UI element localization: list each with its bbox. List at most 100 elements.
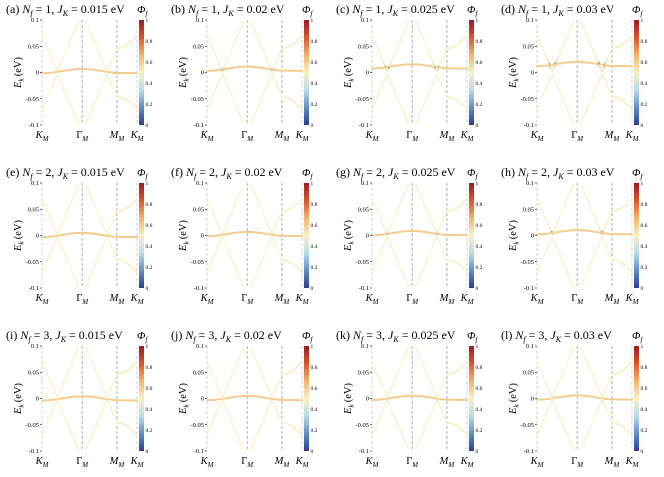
band-point [114, 50, 117, 53]
band-point [68, 264, 71, 267]
band-point [374, 42, 377, 45]
band-point [371, 434, 373, 437]
colorbar-tick-label: 0.4 [146, 407, 153, 413]
band-point [266, 385, 269, 388]
band-point [422, 268, 424, 271]
band-point [110, 245, 113, 248]
band-point [104, 228, 107, 231]
y-tick-label: -0.1 [194, 285, 204, 292]
band-point [537, 201, 540, 204]
band-point [399, 429, 402, 432]
colorbar-tick-label: 0.6 [146, 60, 153, 66]
band-point [226, 220, 229, 223]
band-point [589, 43, 592, 46]
band-point [48, 90, 51, 93]
band-point [254, 274, 257, 277]
band-point [436, 237, 439, 239]
band-point [273, 391, 276, 393]
band-point [206, 199, 209, 202]
band-point [393, 89, 396, 92]
band-point [263, 415, 266, 418]
band-point [224, 63, 227, 66]
band-point [111, 221, 113, 224]
band-point [235, 105, 238, 108]
band-point [551, 236, 554, 239]
band-point [45, 261, 48, 264]
band-point [383, 406, 386, 408]
band-point [96, 95, 99, 98]
band-point [390, 61, 392, 64]
band-point [209, 205, 212, 208]
band-point [237, 435, 240, 438]
band-point [387, 68, 390, 70]
band-point [54, 230, 57, 233]
band-point [609, 213, 612, 216]
band-point [103, 226, 106, 229]
band-point [383, 243, 386, 245]
band-point [252, 190, 255, 193]
band-point [209, 263, 212, 266]
band-point [606, 221, 608, 224]
band-point [66, 95, 68, 98]
band-point [76, 283, 79, 285]
band-point [592, 93, 595, 96]
band-point [429, 250, 432, 253]
band-point [400, 363, 403, 366]
band-point [594, 55, 597, 58]
band-point [221, 73, 224, 76]
band-point [263, 89, 266, 92]
band-point [99, 218, 102, 221]
band-point [276, 84, 278, 87]
band-point [88, 192, 91, 195]
band-point [604, 80, 607, 83]
band-point [47, 94, 49, 97]
band-point [567, 196, 570, 199]
band-point [407, 184, 410, 186]
band-point [377, 211, 379, 214]
band-point [591, 258, 594, 261]
band-point [69, 39, 72, 42]
band-point [95, 45, 98, 48]
band-point [209, 42, 212, 45]
band-point [386, 69, 389, 72]
colorbar-label: Φf [467, 167, 478, 181]
colorbar-tick-label: 0.8 [476, 202, 483, 208]
band-point [276, 384, 278, 387]
band-point [96, 258, 99, 261]
band-point [382, 224, 385, 226]
band-point [222, 401, 225, 404]
band-point [373, 203, 376, 206]
band-point [45, 98, 48, 101]
band-point [72, 435, 75, 438]
band-point [432, 61, 435, 64]
band-point [276, 249, 279, 252]
band-point [212, 420, 214, 423]
band-point [102, 387, 105, 390]
band-point [580, 283, 583, 285]
band-point [46, 96, 49, 99]
band-point [543, 90, 546, 93]
band-point [559, 51, 562, 54]
band-point [41, 434, 43, 437]
band-point [44, 205, 47, 208]
y-tick-label: -0.05 [25, 422, 39, 429]
band-point [70, 200, 73, 203]
panel-title: (j) Nf = 3, JK = 0.02 eV [171, 328, 282, 344]
band-point [371, 34, 373, 37]
band-point [106, 232, 109, 234]
band-point [209, 368, 212, 371]
band-point [252, 353, 255, 356]
band-point [441, 382, 444, 385]
band-point [206, 434, 208, 437]
band-point [417, 353, 420, 356]
band-point [607, 88, 610, 91]
band-point [542, 92, 545, 95]
band-point [109, 63, 112, 65]
band-point [100, 383, 103, 386]
band-point [372, 430, 375, 433]
band-point [58, 240, 61, 243]
band-point [93, 41, 96, 44]
band-point [278, 416, 281, 419]
band-point [250, 283, 253, 285]
band-point [214, 88, 217, 91]
